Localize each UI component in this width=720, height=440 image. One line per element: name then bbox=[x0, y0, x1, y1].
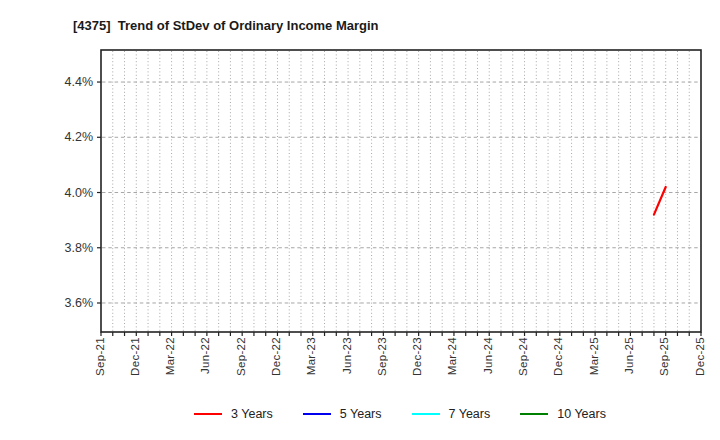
x-tick-label: Jun-25 bbox=[623, 337, 638, 374]
legend-line-swatch bbox=[303, 413, 331, 415]
legend-line-swatch bbox=[412, 413, 440, 415]
legend: 3 Years 5 Years 7 Years 10 Years bbox=[40, 402, 720, 426]
legend-label: 7 Years bbox=[449, 407, 491, 421]
legend-line-swatch bbox=[194, 413, 222, 415]
chart: [4375] Trend of StDev of Ordinary Income… bbox=[0, 0, 720, 440]
legend-item-3-years: 3 Years bbox=[194, 407, 273, 421]
x-tick-label: Sep-22 bbox=[235, 337, 250, 376]
x-tick-label: Sep-21 bbox=[94, 337, 109, 376]
legend-label: 3 Years bbox=[231, 407, 273, 421]
x-tick-label: Mar-24 bbox=[446, 337, 461, 375]
x-tick-label: Dec-24 bbox=[552, 337, 567, 376]
y-tick-label: 4.4% bbox=[41, 74, 93, 90]
legend-item-5-years: 5 Years bbox=[303, 407, 382, 421]
legend-item-7-years: 7 Years bbox=[412, 407, 491, 421]
x-tick-label: Jun-22 bbox=[199, 337, 214, 374]
legend-label: 10 Years bbox=[557, 407, 606, 421]
legend-line-swatch bbox=[520, 413, 548, 415]
x-tick-label: Dec-21 bbox=[129, 337, 144, 376]
x-tick-label: Sep-25 bbox=[658, 337, 673, 376]
x-tick-label: Jun-24 bbox=[482, 337, 497, 374]
x-tick-label: Mar-23 bbox=[305, 337, 320, 375]
x-tick-label: Mar-22 bbox=[164, 337, 179, 375]
x-tick-label: Dec-25 bbox=[694, 337, 709, 376]
x-tick-label: Jun-23 bbox=[341, 337, 356, 374]
x-tick-label: Dec-22 bbox=[270, 337, 285, 376]
y-tick-label: 3.8% bbox=[41, 240, 93, 256]
series-line-3-years bbox=[654, 187, 666, 215]
legend-label: 5 Years bbox=[340, 407, 382, 421]
y-tick-label: 4.2% bbox=[41, 129, 93, 145]
x-tick-label: Dec-23 bbox=[411, 337, 426, 376]
plot-border bbox=[101, 50, 701, 332]
y-tick-label: 4.0% bbox=[41, 185, 93, 201]
y-tick-label: 3.6% bbox=[41, 295, 93, 311]
legend-item-10-years: 10 Years bbox=[520, 407, 606, 421]
x-tick-label: Mar-25 bbox=[588, 337, 603, 375]
x-tick-label: Sep-24 bbox=[517, 337, 532, 376]
x-tick-label: Sep-23 bbox=[376, 337, 391, 376]
